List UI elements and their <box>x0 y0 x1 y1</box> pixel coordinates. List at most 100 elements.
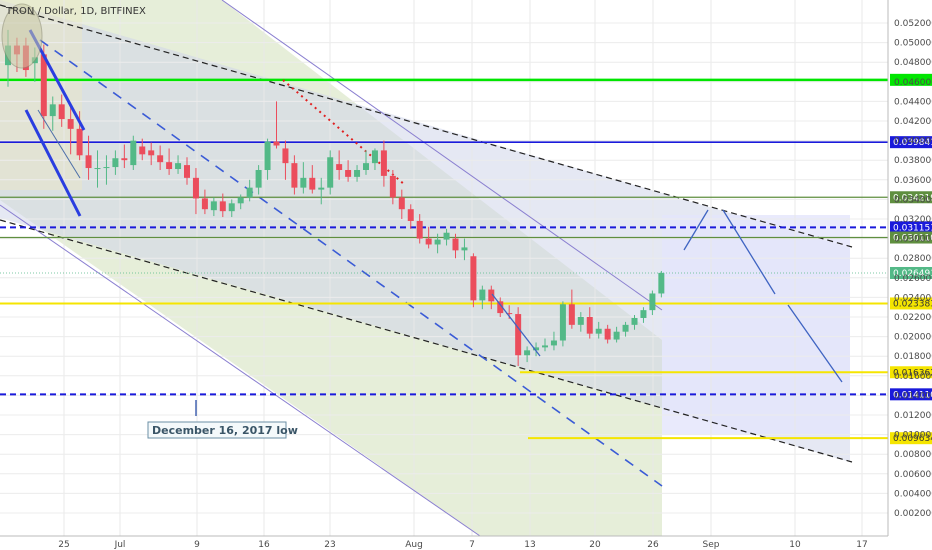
candle-body <box>354 170 361 177</box>
candle-body <box>139 146 146 155</box>
candle-body <box>58 104 65 120</box>
candle-body <box>595 328 602 334</box>
blue-arrow-left-2 <box>24 109 82 217</box>
candle-body <box>318 187 325 190</box>
price-level-tag <box>890 73 932 86</box>
candle-body <box>389 175 396 198</box>
candle-body <box>425 238 432 245</box>
candle-body <box>497 301 504 314</box>
candle-body <box>568 304 575 325</box>
x-tick-label: 7 <box>469 540 475 550</box>
note-text: December 16, 2017 low <box>152 424 298 437</box>
price-level-tag <box>890 136 932 149</box>
blue-wedge <box>0 0 850 462</box>
candle-body <box>380 150 387 176</box>
candle-body <box>533 347 540 351</box>
candle-body <box>228 203 235 212</box>
candle-body <box>363 163 369 170</box>
candle-body <box>461 247 468 251</box>
candle-body <box>255 170 262 188</box>
x-tick-label: 13 <box>524 540 535 550</box>
candle-body <box>515 314 522 356</box>
x-tick-label: Sep <box>703 540 720 550</box>
candle-body <box>640 310 647 318</box>
candle-body <box>524 350 531 356</box>
price-level-label: 0.023383 <box>893 299 932 309</box>
candle-body <box>103 167 110 169</box>
candle-body <box>658 272 665 294</box>
arrow-down-aug <box>491 293 541 357</box>
price-level-label: 0.034219 <box>893 193 932 203</box>
candle-body <box>407 209 414 221</box>
candle-body <box>264 141 271 170</box>
annotations <box>1 3 843 416</box>
candle-body <box>559 304 566 341</box>
candle-body <box>112 158 119 168</box>
highlight-circle <box>1 3 43 69</box>
candle-body <box>192 177 199 199</box>
price-level-tag <box>890 297 932 310</box>
price-level-tag <box>890 266 932 279</box>
price-level-tag <box>890 366 932 379</box>
candle-body <box>40 54 47 117</box>
candle-body <box>67 119 74 129</box>
x-tick-label: Aug <box>405 540 423 550</box>
chart-title: TRON / Dollar, 1D, BITFINEX <box>5 6 146 17</box>
price-level-label: 0.026491 <box>893 269 932 279</box>
candle-body <box>184 165 190 178</box>
channel-upper-line <box>221 0 663 311</box>
candle-body <box>613 331 620 340</box>
candle-body <box>586 317 593 334</box>
candle-body <box>398 197 405 210</box>
arrow-up-projection <box>683 209 709 251</box>
candle-body <box>542 345 548 348</box>
x-tick-label: 10 <box>789 540 801 550</box>
candle-body <box>175 163 182 170</box>
x-tick-label: 25 <box>58 540 69 550</box>
wedge-lower-dashed <box>0 219 853 463</box>
candle-body <box>345 170 352 177</box>
x-tick-label: 20 <box>589 540 601 550</box>
arrow-down-projection-1 <box>722 209 776 295</box>
price-level-label: 0.016362 <box>893 368 932 378</box>
price-level-tag <box>890 388 932 401</box>
channel-mid-dashed <box>39 39 663 487</box>
candle-body <box>157 155 164 163</box>
price-level-label: 0.014110 <box>893 390 932 400</box>
candle-body <box>94 168 101 170</box>
x-tick-label: 17 <box>856 540 867 550</box>
candle-body <box>336 164 343 170</box>
candles <box>5 29 665 366</box>
price-level-tag <box>890 191 932 204</box>
candle-body <box>121 158 128 161</box>
candle-body <box>631 317 638 325</box>
projection-box <box>662 215 850 435</box>
candle-body <box>371 150 378 164</box>
candle-body <box>309 177 316 190</box>
candle-body <box>237 197 244 204</box>
candle-body <box>488 289 495 302</box>
candle-body <box>443 232 450 240</box>
candle-body <box>327 157 334 188</box>
